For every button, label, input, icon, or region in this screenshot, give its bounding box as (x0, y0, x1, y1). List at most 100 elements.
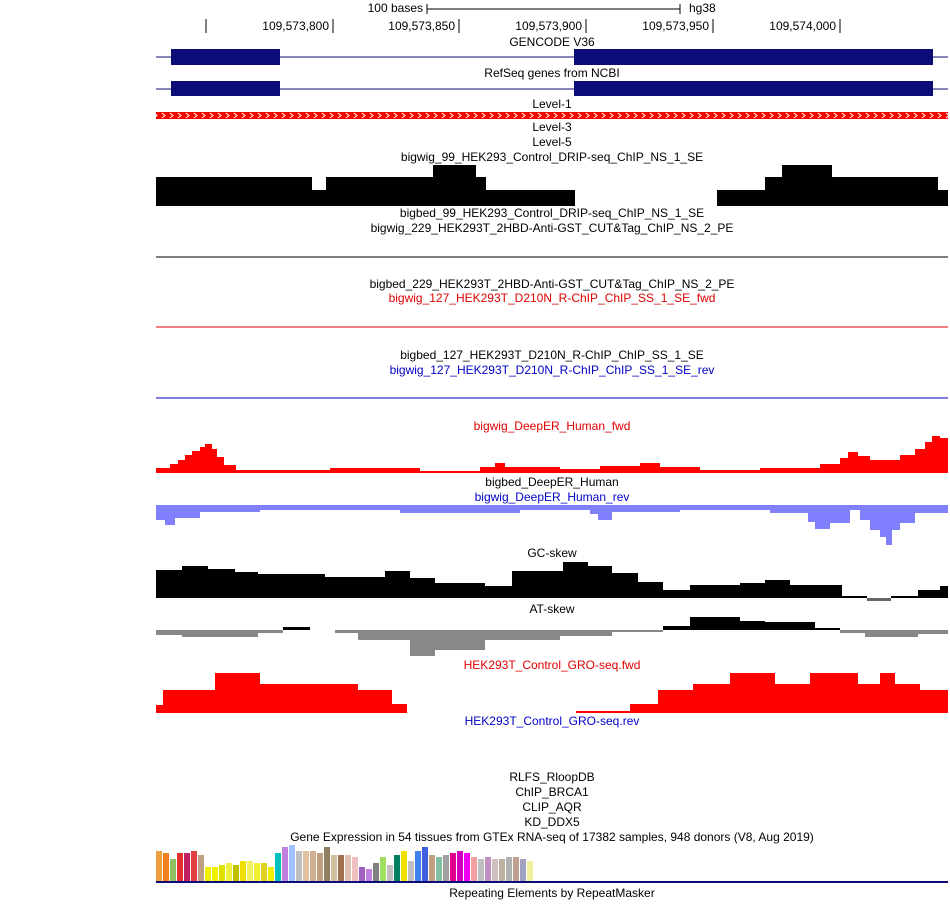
ruler-label: 109,573,950 (642, 19, 709, 33)
track-label: GC-skew (527, 546, 577, 560)
gtex-bar (240, 861, 246, 881)
gtex-bar (401, 851, 407, 881)
exon (574, 81, 933, 96)
track-label: Gene Expression in 54 tissues from GTEx … (290, 830, 814, 844)
gtex-bar (345, 855, 351, 881)
gtex-bars (156, 845, 533, 881)
gtex-bar (506, 857, 512, 881)
signal (156, 673, 948, 713)
gtex-bar (289, 845, 295, 881)
gtex-bar (373, 863, 379, 881)
ruler-label: 109,573,850 (388, 19, 455, 33)
track-label: KD_DDX5 (524, 815, 580, 829)
gtex-bar (191, 851, 197, 881)
gtex-bar (212, 867, 218, 881)
gtex-bar (331, 855, 337, 881)
gtex-bar (359, 867, 365, 881)
track-label: GENCODE V36 (509, 35, 595, 49)
track-label: bigwig_DeepER_Human_fwd (474, 419, 631, 433)
gtex-bar (282, 847, 288, 881)
gtex-bar (366, 869, 372, 881)
ruler-ticks: 109,573,800 109,573,850 109,573,900 109,573… (262, 19, 841, 33)
gtex-bar (464, 853, 470, 881)
gtex-bar (527, 861, 533, 881)
gtex-bar (338, 855, 344, 881)
gtex-bar (177, 853, 183, 881)
track-labels: GENCODE V36 RefSeq genes from NCBI Level-1… (290, 35, 814, 900)
track-label: RLFS_RloopDB (509, 770, 594, 784)
track-label: bigbed_99_HEK293_Control_DRIP-seq_ChIP_N… (400, 206, 704, 220)
signal (156, 165, 948, 206)
track-label: bigwig_127_HEK293T_D210N_R-ChIP_ChIP_SS_… (390, 363, 715, 377)
gtex-bar (198, 855, 204, 881)
gtex-bar (324, 847, 330, 881)
gtex-bar (387, 865, 393, 881)
gtex-bar (310, 851, 316, 881)
gtex-bar (254, 863, 260, 881)
gtex-bar (457, 851, 463, 881)
track-label: bigwig_99_HEK293_Control_DRIP-seq_ChIP_N… (401, 150, 703, 164)
gtex-bar (268, 867, 274, 881)
gtex-bar (163, 853, 169, 881)
exon (574, 49, 933, 65)
track-label: bigbed_229_HEK293T_2HBD-Anti-GST_CUT&Tag… (370, 277, 735, 291)
gtex-bar (443, 855, 449, 881)
exon (171, 81, 280, 96)
gtex-bar (226, 863, 232, 881)
track-label: Level-5 (532, 135, 572, 149)
gtex-bar (450, 853, 456, 881)
gtex-bar (471, 857, 477, 881)
ruler-label: 109,573,800 (262, 19, 329, 33)
track-label: bigwig_127_HEK293T_D210N_R-ChIP_ChIP_SS_… (389, 291, 716, 305)
gtex-bar (317, 853, 323, 881)
gtex-bar (485, 857, 491, 881)
track-label: RefSeq genes from NCBI (484, 66, 619, 80)
gtex-bar (422, 847, 428, 881)
gtex-bar (156, 851, 162, 881)
track-label: bigwig_DeepER_Human_rev (475, 490, 630, 504)
ruler-label: 109,574,000 (769, 19, 836, 33)
gtex-bar (436, 857, 442, 881)
assembly-label: hg38 (689, 1, 716, 15)
gtex-bar (205, 867, 211, 881)
gtex-bar (184, 853, 190, 881)
gtex-bar (303, 851, 309, 881)
gtex-bar (275, 853, 281, 881)
gtex-bar (499, 859, 505, 881)
gtex-bar (170, 859, 176, 881)
track-label: HEK293T_Control_GRO-seq.rev (465, 714, 640, 728)
signal (156, 436, 948, 473)
gtex-bar (513, 857, 519, 881)
gtex-bar (261, 863, 267, 881)
track-label: Repeating Elements by RepeatMasker (449, 886, 654, 900)
gtex-bar (520, 859, 526, 881)
signal (867, 598, 891, 601)
track-label: Level-1 (532, 97, 572, 111)
signal (283, 617, 840, 630)
scale-label: 100 bases (368, 1, 423, 15)
gtex-bar (247, 861, 253, 881)
gtex-bar (352, 857, 358, 881)
gtex-bar (478, 859, 484, 881)
gtex-bar (408, 861, 414, 881)
gtex-bar (296, 851, 302, 881)
gtex-bar (394, 855, 400, 881)
exon (171, 49, 280, 65)
signal (156, 562, 948, 598)
gtex-bar (415, 851, 421, 881)
track-label: bigwig_229_HEK293T_2HBD-Anti-GST_CUT&Tag… (371, 221, 734, 235)
track-label: HEK293T_Control_GRO-seq.fwd (464, 658, 641, 672)
signal (156, 505, 948, 545)
track-label: Level-3 (532, 120, 572, 134)
gtex-bar (380, 857, 386, 881)
gtex-bar (429, 855, 435, 881)
ruler-label: 109,573,900 (515, 19, 582, 33)
gtex-bar (233, 865, 239, 881)
level1-feature (156, 112, 948, 119)
track-label: ChIP_BRCA1 (515, 785, 589, 799)
track-label: bigbed_DeepER_Human (485, 475, 618, 489)
track-label: AT-skew (529, 602, 574, 616)
gtex-bar (219, 865, 225, 881)
